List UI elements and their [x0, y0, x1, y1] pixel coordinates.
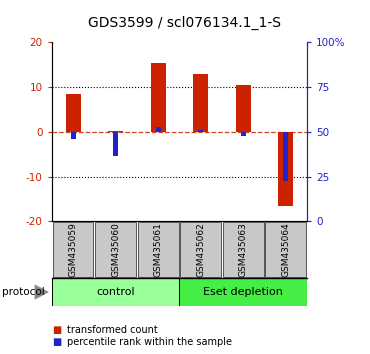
Bar [198, 130, 203, 132]
Bar [241, 132, 246, 136]
Text: protocol: protocol [2, 287, 45, 297]
Bar [193, 74, 208, 132]
Text: ■: ■ [52, 325, 61, 335]
Bar [138, 222, 179, 277]
Bar [283, 132, 288, 181]
Text: GSM435060: GSM435060 [111, 222, 120, 277]
Bar [52, 278, 179, 306]
Bar [113, 132, 118, 156]
Text: control: control [96, 287, 135, 297]
Bar [223, 222, 264, 277]
Bar [95, 222, 136, 277]
Text: GSM435064: GSM435064 [281, 222, 290, 277]
Text: percentile rank within the sample: percentile rank within the sample [67, 337, 232, 347]
Bar [236, 85, 251, 132]
Text: GSM435059: GSM435059 [68, 222, 78, 277]
Bar [278, 132, 293, 206]
Bar [71, 132, 75, 138]
Polygon shape [35, 285, 48, 299]
Text: ■: ■ [52, 337, 61, 347]
Bar [180, 222, 221, 277]
Text: Eset depletion: Eset depletion [204, 287, 283, 297]
Bar [151, 63, 166, 132]
Text: GSM435061: GSM435061 [154, 222, 163, 277]
Text: GSM435062: GSM435062 [196, 222, 205, 277]
Text: GSM435063: GSM435063 [239, 222, 248, 277]
Text: transformed count: transformed count [67, 325, 157, 335]
Text: GDS3599 / scl076134.1_1-S: GDS3599 / scl076134.1_1-S [88, 16, 282, 30]
Bar [179, 278, 307, 306]
Bar [108, 131, 123, 132]
Bar [53, 222, 94, 277]
Bar [156, 127, 161, 132]
Bar [65, 94, 81, 132]
Bar [265, 222, 306, 277]
